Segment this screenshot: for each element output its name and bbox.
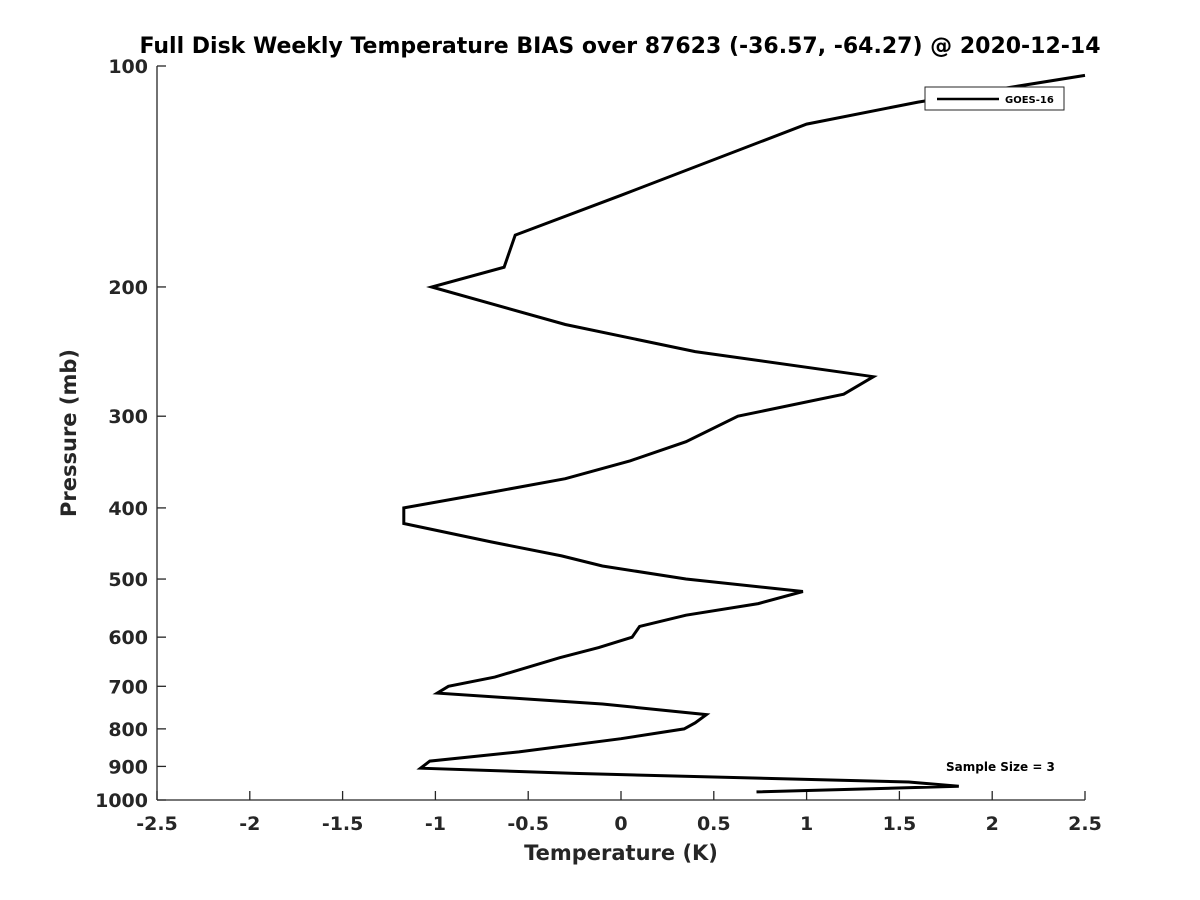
x-tick-label: 0.5: [697, 813, 731, 835]
y-tick-label: 1000: [95, 790, 148, 812]
y-tick-label: 900: [108, 756, 148, 778]
y-tick-label: 300: [108, 406, 148, 428]
legend-label-goes-16: GOES-16: [1005, 95, 1054, 106]
sample-size-annotation: Sample Size = 3: [946, 760, 1055, 774]
series-layer: [402, 73, 1086, 794]
x-tick-label: 0: [614, 813, 627, 835]
y-tick-label: 200: [108, 277, 148, 299]
y-tick-label: 400: [108, 498, 148, 520]
x-tick-label: 2: [986, 813, 999, 835]
x-tick-label: -1: [425, 813, 446, 835]
x-tick-label: -1.5: [322, 813, 364, 835]
y-tick-label: 800: [108, 719, 148, 741]
x-tick-label: 1: [800, 813, 813, 835]
chart-title: Full Disk Weekly Temperature BIAS over 8…: [139, 34, 1100, 59]
x-tick-label: -0.5: [507, 813, 549, 835]
x-axis-label: Temperature (K): [524, 841, 718, 865]
x-tick-label: -2: [239, 813, 260, 835]
y-axis-label: Pressure (mb): [57, 349, 81, 517]
series-line-goes-16: [402, 73, 1086, 794]
y-tick-label: 700: [108, 676, 148, 698]
x-axis-ticks: -2.5 -2 -1.5 -1 -0.5 0 0.5 1 1.5 2 2.5: [136, 791, 1102, 835]
plot-area: [156, 66, 1085, 801]
y-tick-label: 600: [108, 627, 148, 649]
y-tick-label: 100: [108, 56, 148, 78]
y-tick-label: 500: [108, 569, 148, 591]
y-axis-ticks: 100 200 300 400 500 600 700 800 900 1000: [95, 56, 166, 812]
x-tick-label: 1.5: [883, 813, 917, 835]
x-tick-label: 2.5: [1068, 813, 1102, 835]
legend: GOES-16: [924, 86, 1065, 111]
x-tick-label: -2.5: [136, 813, 178, 835]
